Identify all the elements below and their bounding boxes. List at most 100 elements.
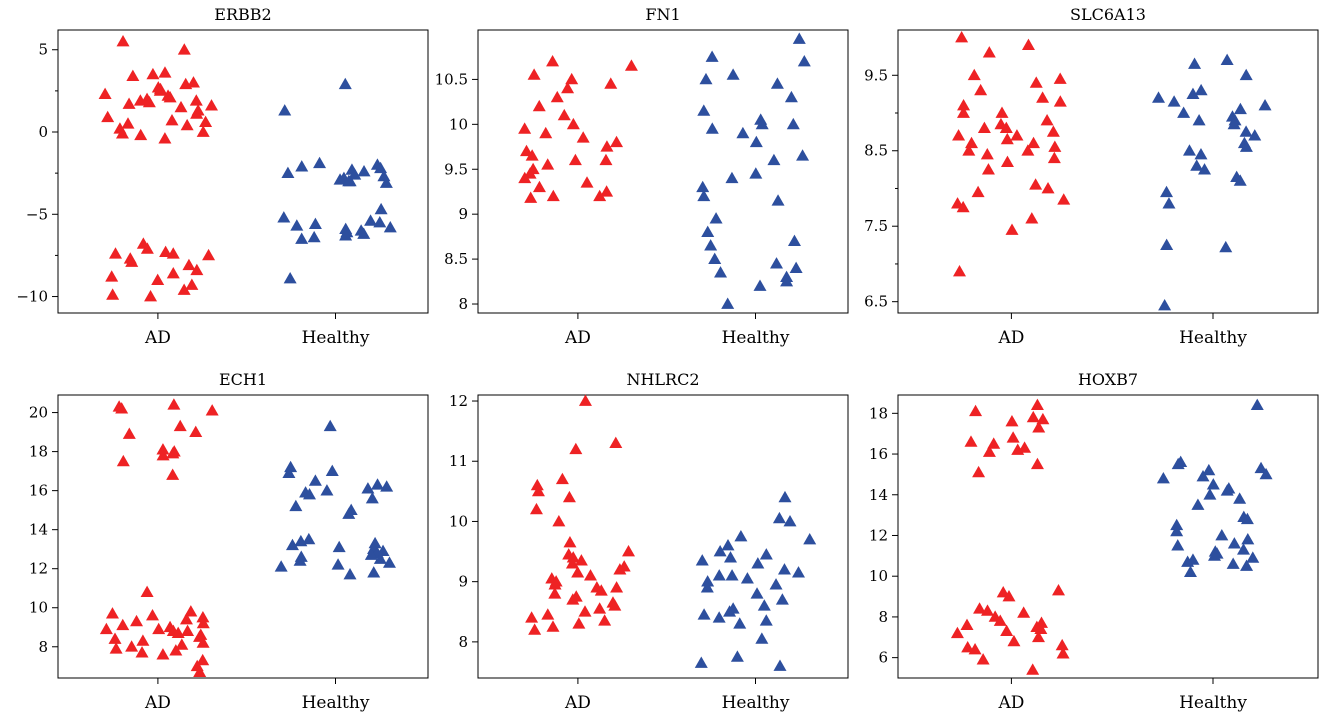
point-ad [135, 646, 149, 658]
point-ad [1010, 129, 1024, 141]
point-ad [624, 59, 638, 71]
point-ad [146, 609, 160, 621]
point-healthy [770, 77, 784, 89]
point-healthy [302, 532, 316, 545]
point-ad [1025, 212, 1039, 224]
point-ad [555, 472, 569, 485]
point-ad [1053, 95, 1067, 107]
point-healthy [753, 279, 767, 291]
point-healthy [695, 554, 709, 566]
point-ad [98, 87, 112, 100]
point-ad [196, 125, 210, 137]
point-healthy [278, 104, 292, 116]
point-healthy [1186, 87, 1200, 100]
point-ad [108, 632, 122, 644]
y-tick-label: 9 [458, 573, 468, 591]
point-healthy [730, 650, 744, 662]
point-ad [1021, 38, 1035, 50]
point-healthy [293, 554, 307, 566]
point-ad [1027, 136, 1041, 149]
point-ad [518, 171, 532, 184]
point-ad [600, 185, 614, 197]
point-healthy [380, 480, 394, 492]
point-healthy [803, 533, 817, 545]
point-ad [190, 263, 204, 276]
y-tick-label: 12 [29, 560, 48, 578]
point-healthy [1182, 144, 1196, 156]
plot-frame [477, 29, 849, 314]
y-tick-label: 11 [449, 452, 468, 470]
point-ad [185, 278, 199, 290]
point-ad [105, 607, 119, 619]
point-ad [173, 419, 187, 432]
point-healthy [1246, 551, 1260, 563]
point-healthy [1152, 91, 1166, 103]
point-ad [1007, 634, 1021, 647]
point-ad [972, 465, 986, 478]
point-healthy [357, 227, 371, 239]
point-healthy [792, 32, 806, 44]
point-ad [574, 554, 588, 566]
point-healthy [1177, 106, 1191, 118]
point-healthy [357, 165, 371, 177]
point-ad [576, 131, 590, 143]
point-ad [546, 189, 560, 202]
point-ad [156, 449, 170, 461]
point-ad [957, 98, 971, 111]
point-ad [610, 581, 624, 593]
point-healthy [342, 174, 356, 187]
point-ad [980, 604, 994, 616]
point-healthy [1233, 492, 1247, 504]
point-ad [566, 593, 580, 605]
point-ad [524, 191, 538, 203]
point-ad [167, 398, 181, 410]
point-ad [1011, 443, 1025, 455]
y-tick-label: −10 [16, 288, 48, 306]
point-ad [151, 273, 165, 285]
point-ad [109, 642, 123, 654]
point-ad [622, 545, 636, 557]
y-tick-label: 8 [38, 638, 48, 656]
point-ad [956, 106, 970, 118]
point-healthy [786, 117, 800, 130]
point-ad [193, 665, 207, 678]
y-tick-label: 8 [458, 633, 468, 651]
point-healthy [367, 566, 381, 578]
point-ad [993, 614, 1007, 626]
point-ad [126, 69, 140, 81]
point-ad [546, 54, 560, 67]
point-healthy [307, 230, 321, 243]
point-healthy [721, 539, 735, 551]
point-healthy [778, 490, 792, 503]
point-ad [130, 614, 144, 627]
point-ad [140, 585, 154, 597]
point-ad [971, 185, 985, 198]
point-healthy [1215, 528, 1229, 541]
point-ad [196, 653, 210, 666]
point-ad [152, 622, 166, 635]
point-healthy [1233, 174, 1247, 186]
point-ad [156, 443, 170, 455]
point-healthy [1162, 197, 1176, 209]
y-tick-label: 16 [869, 445, 888, 463]
point-healthy [331, 558, 345, 570]
point-healthy [733, 617, 747, 629]
x-tick-label: AD [564, 328, 591, 348]
point-ad [116, 454, 130, 467]
x-tick-label: AD [144, 328, 171, 348]
point-ad [199, 115, 213, 128]
point-healthy [740, 572, 754, 584]
point-healthy [701, 575, 715, 587]
point-healthy [379, 176, 393, 188]
point-healthy [1183, 565, 1197, 578]
point-ad [121, 117, 135, 129]
point-healthy [1170, 518, 1184, 531]
point-healthy [697, 608, 711, 620]
point-ad [1057, 193, 1071, 205]
point-ad [552, 514, 566, 527]
point-healthy [696, 180, 710, 193]
point-ad [196, 636, 210, 648]
point-healthy [308, 474, 322, 486]
point-ad [1005, 223, 1019, 235]
point-ad [964, 435, 978, 447]
